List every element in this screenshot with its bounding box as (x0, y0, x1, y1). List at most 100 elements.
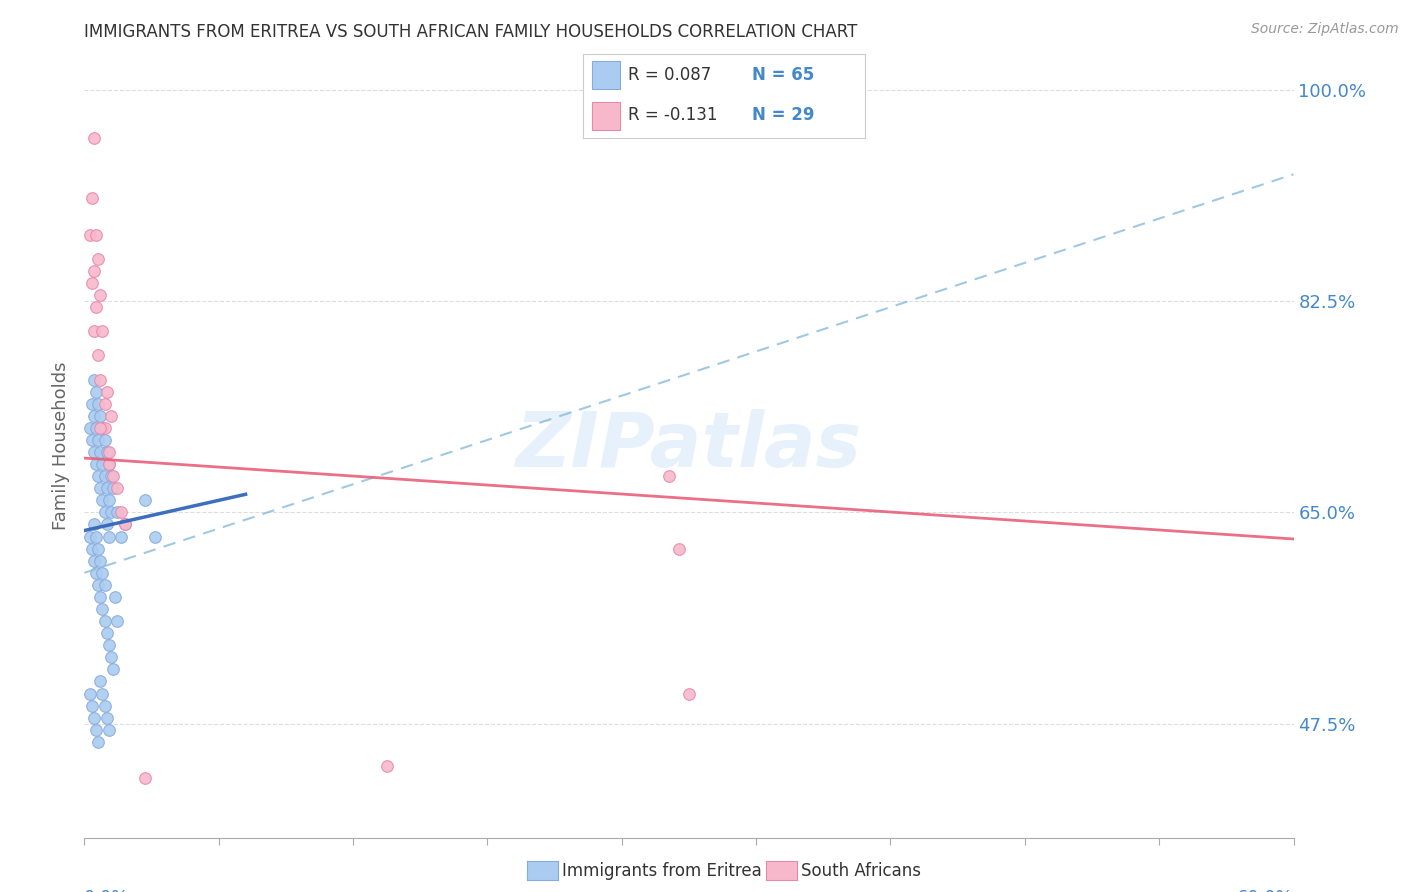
Point (105, 505, 128, 519)
Point (91, 493, 114, 508)
Point (79, 530, 101, 544)
Point (86, 723, 108, 737)
Point (83, 409, 105, 423)
Text: IMMIGRANTS FROM ERITREA VS SOUTH AFRICAN FAMILY HOUSEHOLDS CORRELATION CHART: IMMIGRANTS FROM ERITREA VS SOUTH AFRICAN… (84, 23, 858, 41)
Point (89, 590, 111, 604)
FancyBboxPatch shape (592, 102, 620, 130)
Point (89, 445, 111, 459)
Point (86, 530, 108, 544)
Point (100, 505, 122, 519)
Point (104, 590, 127, 604)
Point (82, 541, 104, 556)
Point (96, 481, 118, 495)
Point (82, 698, 104, 713)
Point (87, 469, 110, 483)
Point (91, 566, 114, 580)
Point (134, 493, 156, 508)
Point (101, 469, 124, 483)
Point (100, 409, 122, 423)
Point (89, 554, 111, 568)
Point (658, 469, 681, 483)
Point (93, 397, 115, 411)
Point (101, 662, 124, 676)
Text: 60.0%: 60.0% (1237, 889, 1294, 892)
Text: 0.0%: 0.0% (84, 889, 129, 892)
Point (93, 469, 115, 483)
Point (87, 433, 110, 447)
Point (89, 373, 111, 387)
Point (79, 227, 101, 242)
Point (93, 614, 115, 628)
Point (96, 445, 118, 459)
Point (87, 735, 110, 749)
Point (87, 578, 110, 592)
Point (83, 711, 105, 725)
Point (97, 638, 120, 652)
Point (91, 687, 114, 701)
Point (93, 421, 115, 435)
Point (89, 288, 111, 302)
Point (105, 481, 128, 495)
Point (83, 554, 105, 568)
Point (89, 481, 111, 495)
Point (83, 517, 105, 532)
Point (86, 421, 108, 435)
Point (82, 191, 104, 205)
Point (100, 650, 122, 665)
Text: N = 29: N = 29 (752, 106, 814, 124)
Point (86, 384, 108, 399)
Point (83, 324, 105, 338)
Point (110, 530, 132, 544)
Point (82, 397, 104, 411)
Point (83, 445, 105, 459)
Point (668, 541, 690, 556)
Point (91, 602, 114, 616)
Point (86, 457, 108, 471)
Point (79, 687, 101, 701)
Y-axis label: Family Households: Family Households (52, 362, 70, 530)
Point (91, 457, 114, 471)
Text: ZIPatlas: ZIPatlas (516, 409, 862, 483)
Point (96, 711, 118, 725)
Point (96, 626, 118, 640)
Text: Source: ZipAtlas.com: Source: ZipAtlas.com (1251, 22, 1399, 37)
Point (89, 409, 111, 423)
Point (110, 505, 132, 519)
Text: R = -0.131: R = -0.131 (628, 106, 718, 124)
Point (83, 264, 105, 278)
Point (87, 397, 110, 411)
Point (89, 674, 111, 689)
Point (375, 759, 398, 773)
Point (101, 481, 124, 495)
Point (86, 300, 108, 314)
Point (93, 578, 115, 592)
Point (100, 469, 122, 483)
Point (96, 384, 118, 399)
Point (83, 131, 105, 145)
Point (91, 421, 114, 435)
Point (678, 687, 700, 701)
FancyBboxPatch shape (592, 62, 620, 89)
Point (97, 457, 120, 471)
Point (86, 566, 108, 580)
Point (91, 324, 114, 338)
Point (89, 421, 111, 435)
Point (79, 421, 101, 435)
Point (97, 445, 120, 459)
Point (114, 517, 136, 532)
Point (96, 517, 118, 532)
Point (82, 433, 104, 447)
Point (87, 348, 110, 362)
Point (93, 433, 115, 447)
Point (93, 698, 115, 713)
Text: R = 0.087: R = 0.087 (628, 66, 711, 84)
Point (82, 276, 104, 290)
Point (114, 517, 136, 532)
Point (97, 723, 120, 737)
Point (97, 457, 120, 471)
Point (134, 771, 156, 785)
Point (97, 493, 120, 508)
Point (143, 530, 166, 544)
Point (87, 252, 110, 266)
Point (83, 373, 105, 387)
